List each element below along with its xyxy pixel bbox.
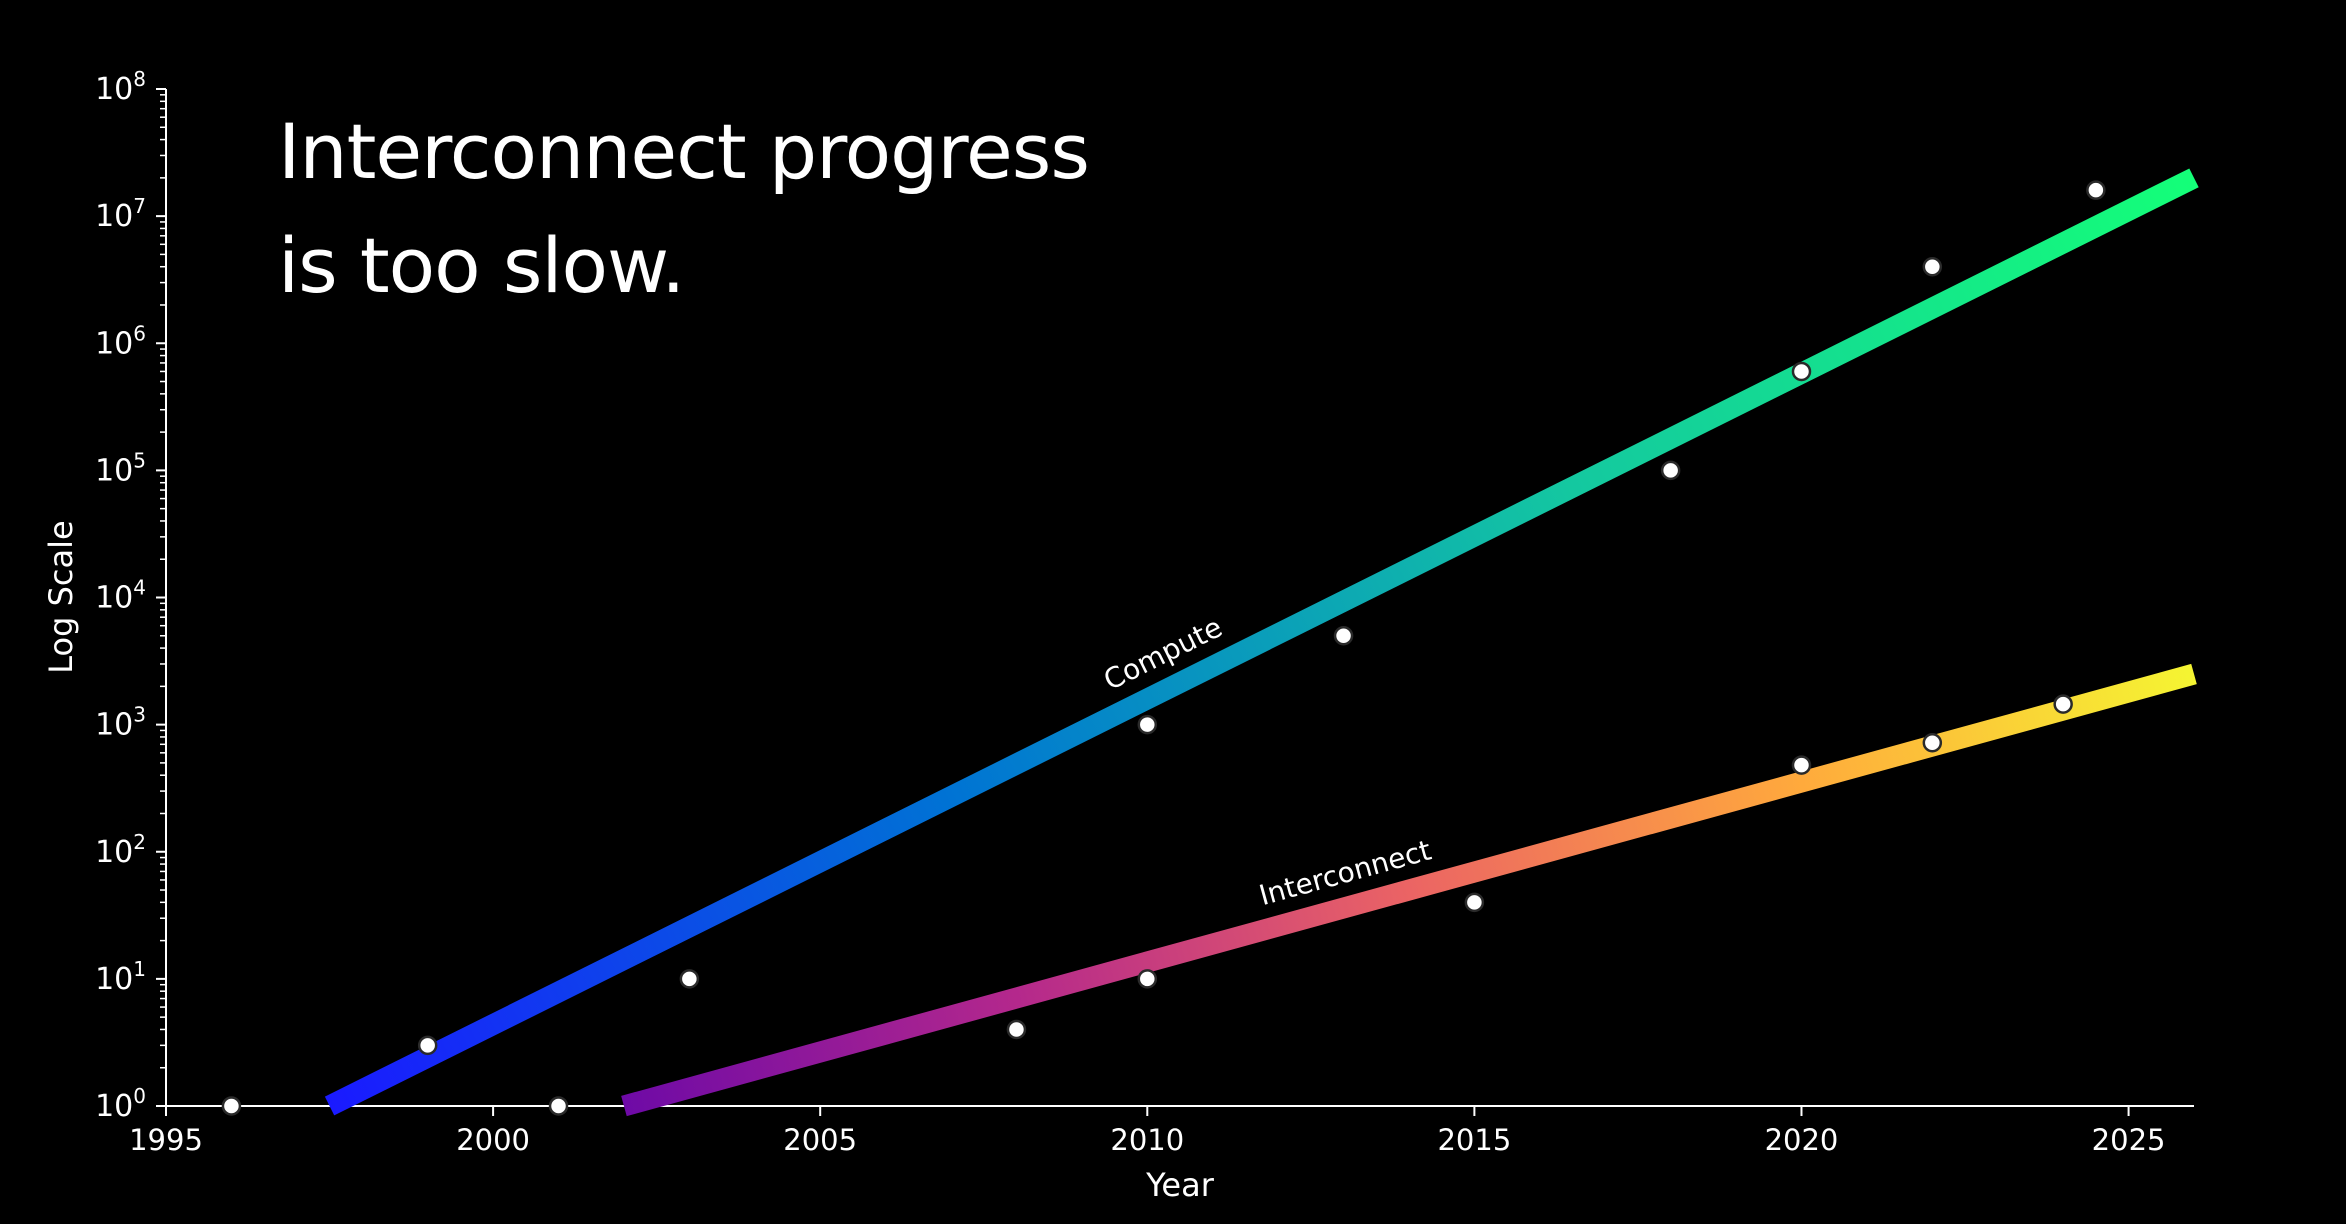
y-tick-label: 103 (95, 703, 146, 743)
data-point (1660, 460, 1681, 481)
data-point (2086, 180, 2106, 200)
y-tick-label: 102 (95, 830, 146, 870)
data-point (221, 1096, 242, 1116)
headline-line-1: Interconnect progress (278, 107, 1090, 196)
data-point (417, 1035, 438, 1056)
data-point (1791, 361, 1812, 382)
data-point (1464, 892, 1485, 913)
data-point (1137, 714, 1158, 735)
x-tick-label: 2015 (1437, 1123, 1511, 1157)
data-point (679, 969, 700, 989)
data-point (1333, 626, 1354, 646)
trend-line-interconnect (621, 663, 2197, 1117)
headline-line-2: is too slow. (278, 221, 685, 310)
x-tick-label: 2005 (783, 1123, 857, 1157)
y-tick-label: 100 (95, 1084, 146, 1124)
data-point (1137, 969, 1158, 989)
trend-lines (324, 168, 2199, 1117)
data-point (1922, 256, 1943, 277)
data-point (1006, 1019, 1027, 1040)
trend-line-compute (324, 168, 2199, 1116)
headline: Interconnect progress is too slow. (278, 95, 1378, 323)
x-tick-label: 2010 (1110, 1123, 1184, 1157)
y-tick-label: 108 (95, 67, 146, 107)
y-tick-label: 106 (95, 321, 146, 361)
y-tick-label: 101 (95, 957, 146, 997)
x-axis-title: Year (1145, 1166, 1215, 1204)
y-axis-title: Log Scale (42, 520, 80, 673)
data-point (2053, 694, 2073, 714)
axes: 1995 2000 2005 2010 2015 2020 2025 100 101 102 103… (95, 67, 2194, 1157)
x-tick-label: 1995 (129, 1123, 203, 1157)
data-point (1791, 755, 1812, 775)
x-tick-label: 2020 (1765, 1123, 1839, 1157)
y-tick-label: 105 (95, 448, 146, 488)
y-tick-label: 104 (95, 576, 146, 616)
data-point (548, 1096, 569, 1116)
x-tick-label: 2025 (2092, 1123, 2166, 1157)
data-points (221, 180, 2106, 1116)
x-tick-label: 2000 (456, 1123, 530, 1157)
data-point (1922, 733, 1943, 753)
y-tick-label: 107 (95, 194, 146, 234)
